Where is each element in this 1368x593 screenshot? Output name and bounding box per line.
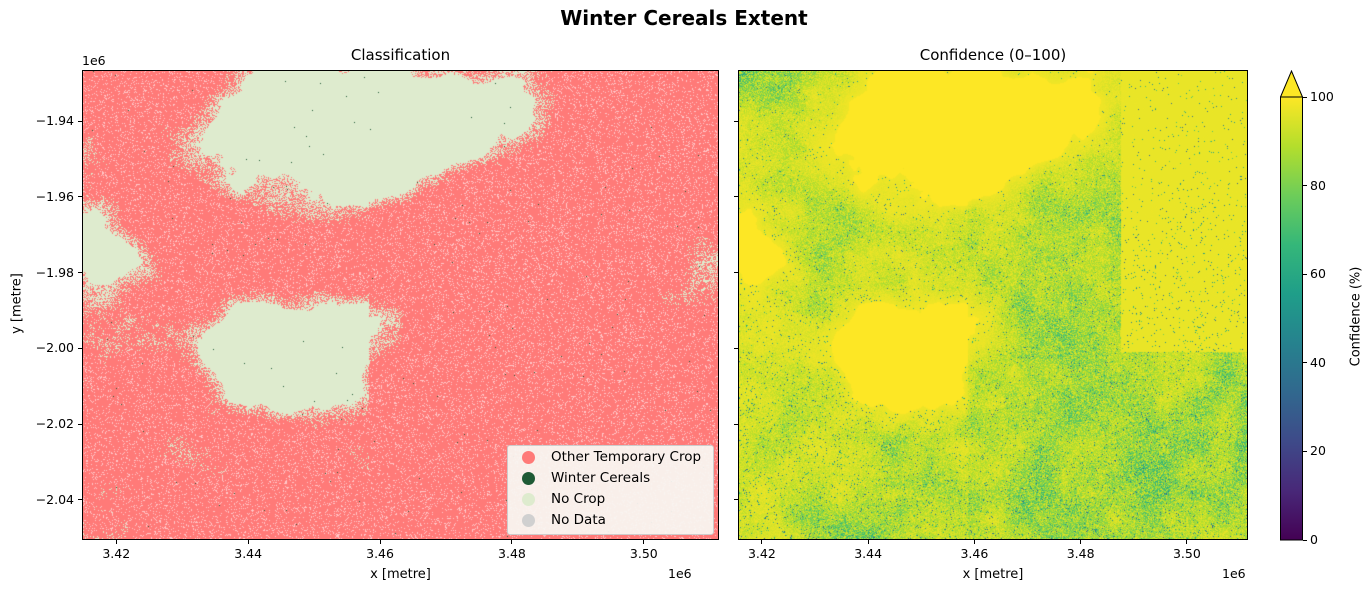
x-tick-mark — [247, 540, 249, 544]
x-tick-label: 3.48 — [498, 546, 526, 561]
x-tick-mark — [379, 540, 381, 544]
legend-item-no-crop: No Crop — [508, 489, 605, 509]
figure-title: Winter Cereals Extent — [560, 6, 808, 30]
y-tick-label: −2.00 — [35, 340, 74, 356]
y-tick-mark — [78, 347, 82, 349]
colorbar-tick-label: 20 — [1310, 443, 1326, 459]
y-tick-mark — [734, 120, 738, 122]
colorbar-tick-label: 60 — [1310, 266, 1326, 282]
y-tick-label: −2.02 — [35, 416, 74, 432]
y-tick-label: −2.04 — [35, 491, 74, 507]
y-tick-label: −1.94 — [35, 113, 74, 129]
x-tick-label: 3.42 — [102, 546, 131, 561]
x-offset-label-right: 1e6 — [1222, 566, 1246, 581]
y-tick-mark — [78, 196, 82, 198]
colorbar-tick-mark — [1303, 362, 1307, 364]
x-tick-label: 3.44 — [854, 546, 883, 561]
x-tick-mark — [115, 540, 117, 544]
x-tick-mark — [643, 540, 645, 544]
x-tick-label: 3.50 — [1172, 546, 1201, 561]
legend-label: Other Temporary Crop — [551, 449, 702, 465]
colorbar-tick-label: 80 — [1310, 177, 1326, 193]
colorbar-tick-mark — [1303, 539, 1307, 541]
x-tick-label: 3.48 — [1066, 546, 1095, 561]
x-tick-label: 3.42 — [747, 546, 776, 561]
y-tick-mark — [78, 423, 82, 425]
y-tick-mark — [78, 272, 82, 274]
y-tick-label: −1.96 — [35, 188, 74, 204]
legend-item-winter-cereals: Winter Cereals — [508, 468, 650, 488]
legend-marker — [522, 471, 535, 485]
legend-label: No Data — [551, 512, 606, 528]
x-tick-label: 3.46 — [960, 546, 989, 561]
x-tick-mark — [973, 540, 975, 544]
legend-marker — [522, 450, 535, 464]
y-offset-label: 1e6 — [82, 53, 106, 68]
legend: Other Temporary Crop Winter Cereals No C… — [507, 445, 714, 535]
confidence-map — [738, 70, 1248, 540]
colorbar-label: Confidence (%) — [1348, 266, 1364, 367]
y-tick-mark — [734, 423, 738, 425]
y-tick-mark — [734, 272, 738, 274]
colorbar — [1279, 69, 1304, 541]
x-tick-mark — [867, 540, 869, 544]
legend-item-other-temporary-crop: Other Temporary Crop — [508, 447, 701, 467]
colorbar-tick-mark — [1303, 96, 1307, 98]
legend-marker — [522, 492, 535, 506]
colorbar-tick-label: 100 — [1310, 89, 1334, 104]
colorbar-tick-mark — [1303, 185, 1307, 187]
y-tick-mark — [78, 120, 82, 122]
x-tick-mark — [1080, 540, 1082, 544]
x-offset-label-left: 1e6 — [668, 566, 692, 581]
legend-label: Winter Cereals — [551, 470, 651, 486]
confidence-raster — [739, 71, 1247, 539]
legend-item-no-data: No Data — [508, 510, 606, 530]
x-tick-mark — [511, 540, 513, 544]
x-tick-label: 3.44 — [234, 546, 263, 561]
colorbar-tick-label: 0 — [1310, 532, 1318, 547]
colorbar-gradient — [1280, 96, 1303, 541]
y-tick-mark — [734, 196, 738, 198]
y-tick-label: −1.98 — [35, 264, 74, 280]
legend-label: No Crop — [551, 491, 606, 507]
colorbar-tick-label: 40 — [1310, 354, 1326, 370]
x-tick-mark — [761, 540, 763, 544]
x-axis-label-left: x [metre] — [370, 567, 431, 582]
y-tick-mark — [734, 347, 738, 349]
classification-title: Classification — [350, 46, 451, 64]
confidence-title: Confidence (0–100) — [919, 46, 1067, 64]
y-tick-mark — [734, 499, 738, 501]
colorbar-extend-arrow — [1279, 69, 1304, 98]
colorbar-tick-mark — [1303, 450, 1307, 452]
y-tick-mark — [78, 499, 82, 501]
x-tick-label: 3.50 — [629, 546, 658, 561]
x-tick-label: 3.46 — [366, 546, 394, 561]
colorbar-tick-mark — [1303, 273, 1307, 275]
x-tick-mark — [1186, 540, 1188, 544]
x-axis-label-right: x [metre] — [962, 567, 1024, 582]
legend-marker — [522, 513, 535, 527]
